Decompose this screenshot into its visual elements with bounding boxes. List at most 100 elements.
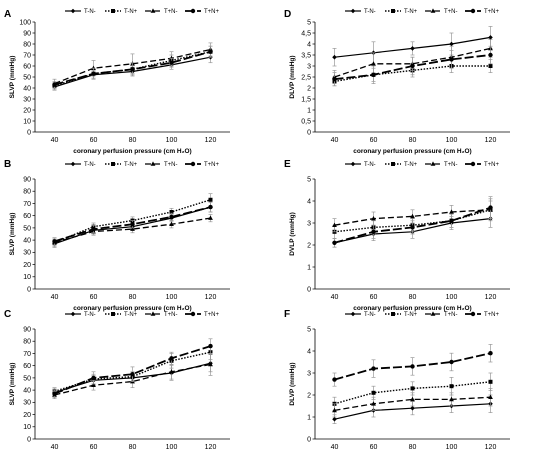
legend-item-e-0: T-N- — [345, 161, 376, 168]
legend-marker — [350, 161, 356, 167]
panel-letter-c: C — [4, 309, 11, 320]
panel-a: A T-N- T-N+ T+N- T+N+ 0 10 20 30 40 50 60 70 80 90 100 4… — [4, 8, 230, 155]
y-tick-label: 1 — [307, 264, 311, 271]
data-point — [488, 379, 493, 384]
data-point — [449, 359, 454, 365]
legend-item-a-1: T-N+ — [105, 9, 138, 15]
y-axis-title-c: SLVP (mmHg) — [9, 363, 16, 406]
y-tick-label: 0 — [27, 129, 31, 136]
legend-item-f-2: T+N- — [425, 311, 458, 318]
legend-item-b-1: T-N+ — [105, 162, 138, 168]
legend-label: T-N- — [84, 9, 96, 15]
data-point — [332, 222, 337, 227]
legend-marker — [70, 311, 76, 317]
panel-f: FT-N-T-N+T+N-T+N+012345406080100120coron… — [284, 309, 510, 451]
legend-label: T+N+ — [484, 9, 500, 15]
y-tick-label: 40 — [23, 388, 31, 395]
legend-item-c-3: T+N+ — [185, 311, 220, 318]
y-tick-label: 2,5 — [301, 74, 311, 81]
x-tick-label: 40 — [331, 137, 339, 144]
y-tick-label: 0,5 — [301, 118, 311, 125]
y-tick-label: 70 — [23, 201, 31, 208]
data-point — [169, 60, 174, 65]
legend-item-e-2: T+N- — [425, 161, 458, 168]
data-point — [332, 377, 337, 382]
data-point — [91, 226, 96, 232]
data-point — [410, 405, 415, 411]
panel-letter-a: A — [4, 9, 11, 20]
data-point — [332, 416, 337, 422]
data-point — [169, 369, 174, 374]
x-tick-label: 60 — [90, 137, 98, 144]
x-axis-title-d: coronary perfusion pressure (cm H₂O) — [353, 148, 471, 155]
data-point — [332, 54, 337, 60]
y-tick-label: 10 — [23, 118, 31, 125]
series-f-3 — [332, 344, 493, 387]
data-point — [52, 391, 57, 396]
legend-marker — [111, 9, 115, 13]
series-line — [334, 396, 491, 412]
legend-item-b-2: T+N- — [145, 161, 178, 168]
x-tick-label: 80 — [129, 137, 137, 144]
data-point — [208, 343, 213, 349]
legend-marker — [470, 311, 476, 317]
data-point — [91, 375, 96, 381]
x-tick-label: 60 — [370, 137, 378, 144]
legend-item-e-3: T+N+ — [465, 161, 500, 168]
x-tick-label: 80 — [409, 294, 417, 301]
x-tick-label: 120 — [205, 137, 217, 144]
data-point — [488, 64, 493, 68]
legend-marker — [70, 8, 76, 14]
legend-item-c-2: T+N- — [145, 311, 178, 318]
legend-item-a-2: T+N- — [145, 8, 178, 15]
data-point — [410, 225, 415, 230]
data-point — [130, 67, 135, 72]
x-tick-label: 60 — [90, 294, 98, 301]
data-point — [371, 229, 376, 234]
data-point — [371, 390, 376, 395]
series-line — [334, 209, 491, 226]
legend-item-d-0: T-N- — [345, 8, 376, 15]
y-tick-label: 4 — [307, 41, 311, 48]
legend-item-f-0: T-N- — [345, 311, 376, 318]
legend-label: T+N+ — [204, 9, 220, 15]
data-point — [208, 215, 213, 220]
y-tick-label: 80 — [23, 189, 31, 196]
x-tick-label: 120 — [485, 444, 497, 451]
legend-item-d-3: T+N+ — [465, 8, 500, 15]
y-tick-label: 2 — [307, 85, 311, 92]
y-tick-label: 0 — [307, 436, 311, 443]
x-tick-label: 100 — [446, 137, 458, 144]
x-tick-label: 80 — [129, 294, 137, 301]
legend-marker — [391, 312, 395, 316]
data-point — [371, 61, 376, 66]
panel-letter-e: E — [284, 159, 291, 170]
data-point — [130, 222, 135, 227]
legend-label: T+N+ — [484, 312, 500, 318]
x-tick-label: 40 — [331, 444, 339, 451]
data-point — [208, 204, 213, 210]
y-tick-label: 50 — [23, 74, 31, 81]
legend-item-d-1: T-N+ — [385, 9, 418, 15]
data-point — [169, 210, 174, 214]
panel-letter-d: D — [284, 9, 291, 20]
y-tick-label: 60 — [23, 213, 31, 220]
x-tick-label: 120 — [205, 294, 217, 301]
y-tick-label: 3,5 — [301, 52, 311, 59]
data-point — [410, 46, 415, 51]
legend-marker — [150, 161, 156, 166]
x-tick-label: 40 — [51, 137, 59, 144]
y-tick-label: 70 — [23, 52, 31, 59]
y-tick-label: 30 — [23, 400, 31, 407]
data-point — [130, 226, 135, 231]
legend-item-f-3: T+N+ — [465, 311, 500, 318]
x-tick-label: 40 — [51, 444, 59, 451]
legend-marker — [430, 161, 436, 166]
data-point — [130, 372, 135, 377]
series-line — [54, 217, 211, 244]
y-tick-label: 5 — [307, 19, 311, 26]
data-point — [371, 366, 376, 371]
data-point — [169, 55, 174, 61]
data-point — [52, 239, 57, 244]
